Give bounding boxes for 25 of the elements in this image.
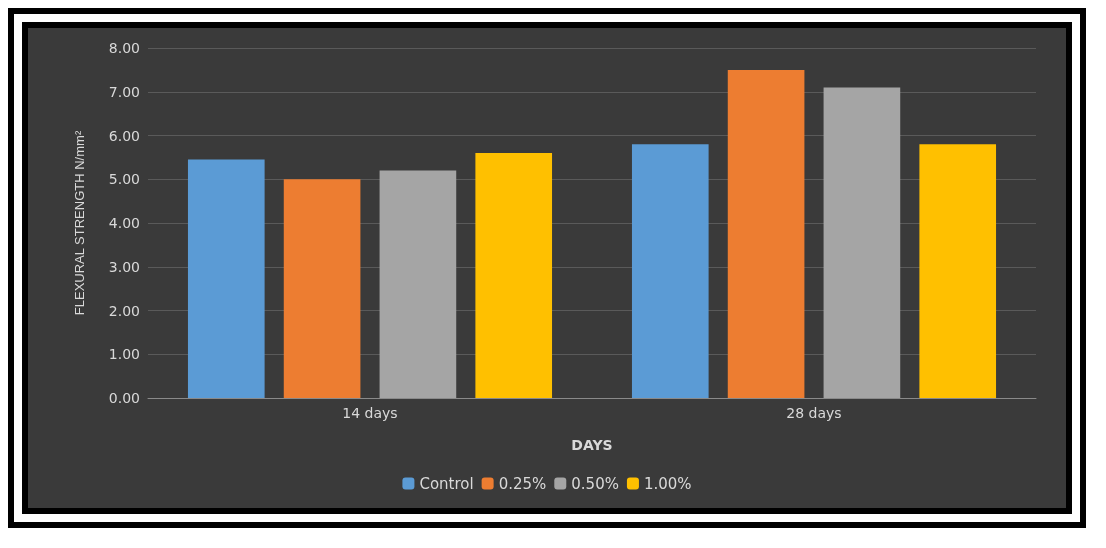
bar [283,179,361,398]
bar [631,144,709,398]
y-tick-label: 4.00 [108,215,140,231]
bar [187,159,265,398]
legend-label: 1.00% [643,474,692,493]
y-tick-label: 7.00 [108,83,140,100]
legend-label: 0.50% [571,474,619,493]
x-axis-title: DAYS [571,437,613,453]
bar [727,69,805,398]
y-tick-label: 1.00 [108,346,140,363]
legend-label: 0.25% [498,474,547,493]
bar [823,87,901,398]
bar [475,153,553,398]
x-tick-label: 28 days [786,405,842,421]
bar [919,144,997,398]
legend-label: Control [419,474,474,493]
y-tick-label: 8.00 [108,40,140,56]
x-tick-label: 14 days [342,405,398,421]
y-tick-label: 0.00 [108,390,140,406]
y-tick-label: 2.00 [108,302,140,319]
y-tick-label: 5.00 [108,171,140,188]
y-tick-label: 3.00 [108,258,140,275]
y-tick-label: 6.00 [108,127,140,144]
bar [379,170,457,398]
y-axis-title: FLEXURAL STRENGTH N/mm² [72,130,87,316]
